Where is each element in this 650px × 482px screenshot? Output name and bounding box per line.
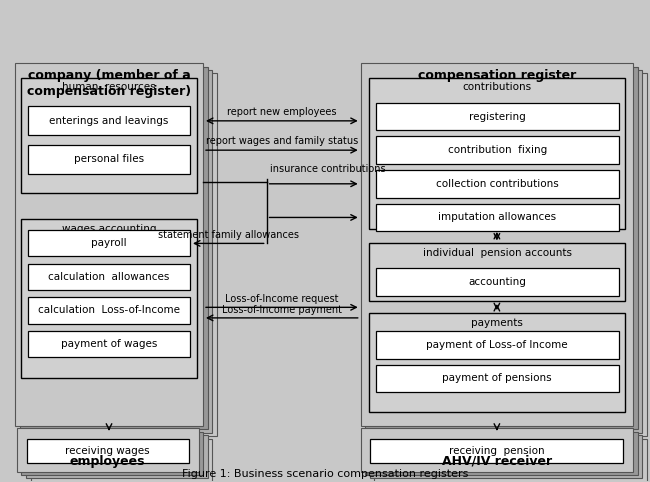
Text: accounting: accounting (468, 277, 526, 287)
FancyBboxPatch shape (361, 63, 633, 426)
Text: Figure 1: Business scenario compensation registers: Figure 1: Business scenario compensation… (182, 469, 468, 479)
FancyBboxPatch shape (17, 428, 198, 472)
Text: personal files: personal files (74, 154, 144, 164)
Text: payment of pensions: payment of pensions (443, 374, 552, 384)
FancyBboxPatch shape (28, 297, 190, 324)
Text: enterings and leavings: enterings and leavings (49, 116, 169, 126)
FancyBboxPatch shape (27, 439, 188, 463)
Text: employees: employees (70, 455, 146, 468)
FancyBboxPatch shape (376, 203, 619, 231)
Text: collection contributions: collection contributions (436, 179, 558, 189)
Text: imputation allowances: imputation allowances (438, 213, 556, 223)
FancyBboxPatch shape (370, 435, 642, 479)
FancyBboxPatch shape (28, 264, 190, 290)
FancyBboxPatch shape (376, 331, 619, 359)
FancyBboxPatch shape (26, 435, 207, 479)
Text: receiving  pension: receiving pension (449, 446, 545, 456)
Text: Loss-of-Income payment: Loss-of-Income payment (222, 305, 342, 315)
FancyBboxPatch shape (376, 136, 619, 164)
FancyBboxPatch shape (365, 432, 638, 475)
FancyBboxPatch shape (21, 78, 196, 193)
Text: human  resources: human resources (62, 82, 156, 93)
FancyBboxPatch shape (376, 268, 619, 296)
Text: statement family allowances: statement family allowances (158, 229, 299, 240)
Text: calculation  Loss-of-Income: calculation Loss-of-Income (38, 306, 180, 315)
Text: insurance contributions: insurance contributions (270, 164, 385, 174)
Text: AHV/IV receiver: AHV/IV receiver (442, 455, 552, 468)
Text: payment of wages: payment of wages (61, 339, 157, 349)
FancyBboxPatch shape (28, 145, 190, 174)
FancyBboxPatch shape (21, 219, 196, 378)
Text: contribution  fixing: contribution fixing (448, 145, 547, 155)
FancyBboxPatch shape (24, 70, 212, 433)
FancyBboxPatch shape (376, 364, 619, 392)
FancyBboxPatch shape (370, 439, 623, 463)
FancyBboxPatch shape (374, 73, 647, 436)
FancyBboxPatch shape (376, 103, 619, 131)
FancyBboxPatch shape (20, 67, 207, 429)
Text: payroll: payroll (91, 238, 127, 248)
FancyBboxPatch shape (369, 243, 625, 301)
FancyBboxPatch shape (376, 170, 619, 198)
Text: individual  pension accounts: individual pension accounts (422, 248, 572, 258)
Text: payments: payments (471, 318, 523, 328)
Text: company (member of a
compensation register): company (member of a compensation regist… (27, 69, 191, 98)
FancyBboxPatch shape (28, 230, 190, 256)
Text: Loss-of-Income request: Loss-of-Income request (225, 294, 339, 304)
FancyBboxPatch shape (365, 67, 638, 429)
Text: compensation register: compensation register (418, 69, 576, 82)
FancyBboxPatch shape (28, 331, 190, 357)
FancyBboxPatch shape (31, 439, 212, 482)
Text: contributions: contributions (463, 82, 532, 93)
FancyBboxPatch shape (369, 78, 625, 229)
FancyBboxPatch shape (15, 63, 203, 426)
Text: receiving wages: receiving wages (66, 446, 150, 456)
Text: payment of Loss-of Income: payment of Loss-of Income (426, 340, 568, 350)
Text: report new employees: report new employees (227, 107, 337, 117)
Text: calculation  allowances: calculation allowances (48, 272, 170, 282)
FancyBboxPatch shape (369, 313, 625, 412)
FancyBboxPatch shape (28, 107, 190, 135)
FancyBboxPatch shape (374, 439, 647, 482)
FancyBboxPatch shape (29, 73, 216, 436)
Text: wages accounting: wages accounting (62, 224, 156, 234)
Text: registering: registering (469, 111, 526, 121)
FancyBboxPatch shape (370, 70, 642, 433)
FancyBboxPatch shape (21, 432, 203, 475)
FancyBboxPatch shape (361, 428, 633, 472)
Text: report wages and family status: report wages and family status (206, 136, 358, 147)
